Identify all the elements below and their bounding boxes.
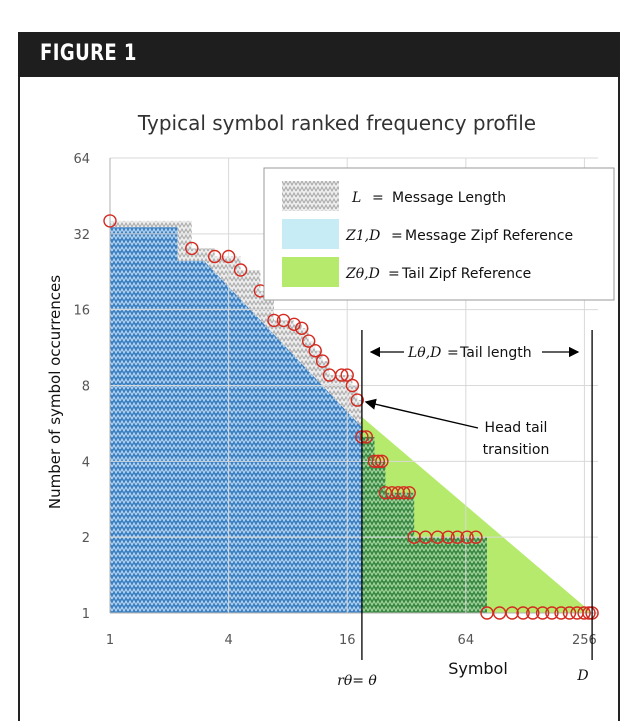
- data-point: [359, 430, 373, 444]
- data-point: [367, 454, 382, 468]
- y-tick-label: 8: [82, 380, 90, 395]
- data-point: [505, 606, 519, 620]
- tail-length-annotation: Lθ,D = Tail length: [369, 345, 580, 361]
- data-point: [207, 249, 222, 264]
- x-axis-label: Symbol: [448, 659, 508, 678]
- head-tail-label-line2: transition: [483, 442, 550, 458]
- data-point: [103, 214, 117, 228]
- head-tail-arrow: [364, 398, 479, 429]
- figure-label: FIGURE 1: [40, 41, 137, 66]
- data-point: [441, 530, 455, 544]
- legend-equals-length: =: [372, 190, 384, 206]
- head-tail-annotation: Head tail transition: [364, 398, 550, 458]
- data-point: [302, 334, 316, 348]
- data-point: [308, 344, 322, 358]
- data-point: [371, 454, 385, 468]
- y-tick-label: 1: [82, 607, 90, 622]
- data-point: [402, 486, 416, 500]
- tail-length-equals: =: [447, 345, 459, 361]
- data-point: [335, 368, 349, 382]
- tail-length-label: Tail length: [459, 345, 532, 361]
- y-tick-label: 64: [73, 152, 90, 167]
- legend-equals-tail-zipf: =: [388, 266, 400, 282]
- d-label: D: [576, 668, 588, 684]
- tail-overlap-area: [361, 436, 593, 613]
- data-point: [577, 606, 591, 620]
- plot-area: [110, 220, 593, 614]
- legend-symbol-message-zipf: Z1,D: [345, 228, 380, 244]
- legend-symbol-length: L: [351, 190, 361, 206]
- y-tick-label: 16: [73, 304, 90, 319]
- data-point: [315, 354, 330, 368]
- tail-length-symbol: Lθ,D: [407, 345, 441, 361]
- data-point: [526, 606, 540, 620]
- data-point: [397, 486, 411, 500]
- data-point: [469, 530, 483, 544]
- legend: L = Message Length Z1,D = Message Zipf R…: [263, 167, 615, 301]
- legend-equals-message-zipf: =: [391, 228, 403, 244]
- data-point: [516, 606, 530, 620]
- data-point: [562, 606, 577, 620]
- data-point: [375, 454, 389, 468]
- y-tick-label: 32: [73, 228, 90, 243]
- data-point: [391, 486, 405, 500]
- data-point: [340, 368, 354, 382]
- legend-text-length: Message Length: [392, 190, 506, 206]
- annotations: [361, 330, 593, 660]
- legend-swatch-message-zipf: [282, 219, 339, 249]
- data-point: [582, 606, 596, 620]
- data-point: [287, 317, 301, 331]
- data-point: [221, 249, 236, 264]
- legend-swatch-tail-zipf: [282, 257, 339, 287]
- data-point: [554, 606, 568, 620]
- head-overlap-area: [110, 227, 362, 613]
- data-point: [295, 321, 309, 335]
- legend-swatch-length: [282, 181, 339, 211]
- chart-title: Typical symbol ranked frequency profile: [137, 111, 536, 135]
- y-tick-label: 2: [82, 531, 90, 546]
- data-point: [378, 486, 393, 500]
- data-point: [350, 393, 364, 407]
- data-point: [185, 241, 199, 256]
- data-point: [430, 530, 445, 544]
- x-tick-label: 256: [572, 633, 597, 648]
- x-tick-label: 64: [458, 633, 475, 648]
- data-point: [267, 313, 281, 328]
- data-point: [450, 530, 465, 544]
- data-point: [345, 378, 360, 393]
- head-tail-label-line1: Head tail: [485, 420, 548, 436]
- y-tick-label: 4: [82, 455, 90, 470]
- r-theta-label: rθ= θ: [337, 673, 377, 689]
- y-axis-label: Number of symbol occurrences: [46, 275, 64, 509]
- figure-header: FIGURE 1: [18, 32, 620, 77]
- figure-frame: [18, 32, 620, 721]
- data-point: [460, 530, 474, 544]
- legend-symbol-tail-zipf: Zθ,D: [345, 266, 380, 282]
- x-tick-label: 4: [224, 633, 232, 648]
- legend-text-message-zipf: Message Zipf Reference: [405, 228, 573, 244]
- legend-text-tail-zipf: Tail Zipf Reference: [401, 266, 531, 282]
- data-point: [545, 606, 559, 620]
- data-point: [233, 263, 248, 277]
- x-tick-label: 16: [339, 633, 356, 648]
- axes: 1 2 4 8 16 32 64 1 4 16 64 256: [73, 152, 598, 648]
- x-tick-label: 1: [106, 633, 114, 648]
- data-point: [535, 606, 550, 620]
